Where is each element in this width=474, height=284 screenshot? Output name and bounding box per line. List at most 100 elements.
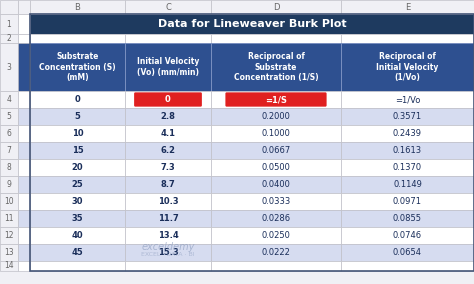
Text: 6: 6	[7, 129, 11, 138]
Bar	[125, 34, 211, 43]
Bar	[341, 108, 474, 125]
Text: 0.0971: 0.0971	[393, 197, 422, 206]
Bar	[18, 43, 30, 91]
Text: 12: 12	[4, 231, 14, 240]
Bar	[0, 193, 18, 210]
Bar	[30, 0, 125, 14]
Text: 0.0250: 0.0250	[262, 231, 291, 240]
Bar	[125, 193, 211, 210]
Bar	[211, 142, 341, 159]
Bar	[125, 0, 211, 14]
Bar	[341, 227, 474, 244]
Bar	[30, 159, 125, 176]
Text: Data for Lineweaver Burk Plot: Data for Lineweaver Burk Plot	[158, 19, 346, 29]
Text: 9: 9	[7, 180, 11, 189]
Text: 5: 5	[74, 112, 81, 121]
Bar	[341, 244, 474, 261]
Bar	[341, 34, 474, 43]
Text: 0.0286: 0.0286	[262, 214, 291, 223]
Bar	[125, 176, 211, 193]
Text: 30: 30	[72, 197, 83, 206]
Text: 0.0855: 0.0855	[393, 214, 422, 223]
Bar	[125, 227, 211, 244]
Bar	[18, 91, 30, 108]
Text: 10: 10	[72, 129, 83, 138]
Bar	[18, 193, 30, 210]
Text: Initial Velocity
(Vo) (mm/min): Initial Velocity (Vo) (mm/min)	[137, 57, 199, 77]
Bar	[125, 108, 211, 125]
Bar	[18, 108, 30, 125]
Text: 3: 3	[7, 62, 11, 72]
Bar	[0, 176, 18, 193]
Bar	[18, 210, 30, 227]
Bar	[0, 227, 18, 244]
Text: 0.0400: 0.0400	[262, 180, 291, 189]
Text: 13.4: 13.4	[158, 231, 178, 240]
Bar	[0, 34, 18, 43]
Text: 45: 45	[72, 248, 83, 257]
Bar	[211, 0, 341, 14]
Text: 8.7: 8.7	[161, 180, 175, 189]
Text: 25: 25	[72, 180, 83, 189]
Text: 6.2: 6.2	[161, 146, 175, 155]
Bar	[341, 210, 474, 227]
Text: 15: 15	[72, 146, 83, 155]
Text: 0.2000: 0.2000	[262, 112, 291, 121]
Bar	[30, 193, 125, 210]
Text: 1: 1	[7, 20, 11, 28]
Bar	[341, 43, 474, 91]
Text: 35: 35	[72, 214, 83, 223]
Bar	[30, 210, 125, 227]
Bar	[30, 125, 125, 142]
Text: 14: 14	[4, 262, 14, 270]
Bar	[18, 0, 30, 14]
Text: 0.0667: 0.0667	[261, 146, 291, 155]
Text: =1/Vo: =1/Vo	[395, 95, 420, 104]
Bar	[18, 34, 30, 43]
Text: 2.8: 2.8	[161, 112, 175, 121]
Text: 7.3: 7.3	[161, 163, 175, 172]
Bar	[125, 244, 211, 261]
Text: 4.1: 4.1	[161, 129, 175, 138]
Text: 7: 7	[7, 146, 11, 155]
Bar	[18, 176, 30, 193]
Bar	[30, 176, 125, 193]
Bar	[211, 91, 341, 108]
Bar	[211, 125, 341, 142]
Bar	[125, 125, 211, 142]
Bar	[125, 210, 211, 227]
Text: 0.0222: 0.0222	[262, 248, 291, 257]
Bar	[0, 125, 18, 142]
Bar	[125, 159, 211, 176]
Bar	[30, 108, 125, 125]
Bar	[211, 34, 341, 43]
Text: D: D	[273, 3, 279, 11]
Text: 10: 10	[4, 197, 14, 206]
Text: 10.3: 10.3	[158, 197, 178, 206]
Bar	[30, 91, 125, 108]
Text: C: C	[165, 3, 171, 11]
Text: =1/S: =1/S	[265, 95, 287, 104]
Bar	[30, 261, 125, 271]
Text: 8: 8	[7, 163, 11, 172]
Text: Reciprocal of
Initial Velocity
(1/Vo): Reciprocal of Initial Velocity (1/Vo)	[376, 52, 439, 82]
Text: 15.3: 15.3	[158, 248, 178, 257]
Bar	[18, 261, 30, 271]
Bar	[341, 176, 474, 193]
FancyBboxPatch shape	[226, 92, 327, 107]
Bar	[341, 0, 474, 14]
Bar	[30, 34, 125, 43]
Bar	[211, 159, 341, 176]
Bar	[18, 14, 30, 34]
Bar	[30, 227, 125, 244]
Text: 0.0654: 0.0654	[393, 248, 422, 257]
Text: 5: 5	[7, 112, 11, 121]
Bar	[30, 14, 474, 34]
Text: Reciprocal of
Substrate
Concentration (1/S): Reciprocal of Substrate Concentration (1…	[234, 52, 319, 82]
Bar	[30, 43, 125, 91]
Bar	[125, 43, 211, 91]
Text: 0: 0	[74, 95, 81, 104]
Text: 0.3571: 0.3571	[393, 112, 422, 121]
Bar	[0, 244, 18, 261]
Bar	[0, 210, 18, 227]
